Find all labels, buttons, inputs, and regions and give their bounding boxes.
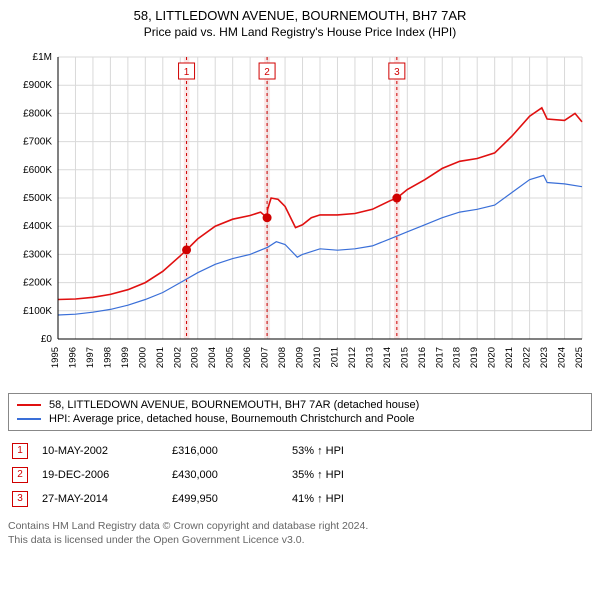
x-tick-label: 2003 bbox=[190, 347, 201, 368]
event-dot bbox=[182, 245, 191, 254]
event-row-marker: 1 bbox=[12, 443, 28, 459]
event-row: 2 19-DEC-2006£430,00035% ↑ HPI bbox=[8, 463, 592, 487]
event-row-price: £499,950 bbox=[172, 493, 292, 505]
x-tick-label: 2009 bbox=[295, 347, 306, 368]
x-tick-label: 2000 bbox=[137, 347, 148, 368]
y-tick-label: £300K bbox=[23, 249, 52, 260]
event-row-marker: 2 bbox=[12, 467, 28, 483]
event-row-price: £316,000 bbox=[172, 445, 292, 457]
event-row-date: 27-MAY-2014 bbox=[42, 493, 172, 505]
y-tick-label: £400K bbox=[23, 221, 52, 232]
y-tick-label: £1M bbox=[33, 52, 52, 63]
x-tick-label: 2013 bbox=[364, 347, 375, 368]
footer-attribution: Contains HM Land Registry data © Crown c… bbox=[8, 519, 592, 547]
y-tick-label: £200K bbox=[23, 278, 52, 289]
x-tick-label: 2023 bbox=[539, 347, 550, 368]
event-row-pct: 53% ↑ HPI bbox=[292, 445, 432, 457]
x-tick-label: 2008 bbox=[277, 347, 288, 368]
footer-line-2: This data is licensed under the Open Gov… bbox=[8, 533, 592, 547]
x-tick-label: 2022 bbox=[522, 347, 533, 368]
event-marker-num: 3 bbox=[394, 67, 400, 78]
y-tick-label: £900K bbox=[23, 80, 52, 91]
event-row-price: £430,000 bbox=[172, 469, 292, 481]
legend: 58, LITTLEDOWN AVENUE, BOURNEMOUTH, BH7 … bbox=[8, 393, 592, 431]
x-tick-label: 2019 bbox=[469, 347, 480, 368]
y-tick-label: £100K bbox=[23, 306, 52, 317]
x-tick-label: 2011 bbox=[329, 347, 340, 367]
x-tick-label: 2024 bbox=[557, 347, 568, 368]
x-tick-label: 2017 bbox=[434, 347, 445, 368]
x-tick-label: 2007 bbox=[260, 347, 271, 368]
legend-item: HPI: Average price, detached house, Bour… bbox=[17, 412, 583, 426]
x-tick-label: 1996 bbox=[67, 347, 78, 368]
legend-swatch bbox=[17, 404, 41, 406]
legend-label: HPI: Average price, detached house, Bour… bbox=[49, 413, 414, 425]
event-marker-num: 2 bbox=[264, 67, 270, 78]
price-chart: £0 £100K £200K £300K £400K £500K £600K £700K £80… bbox=[8, 47, 592, 387]
y-tick-label: £0 bbox=[41, 334, 53, 345]
x-tick-label: 2006 bbox=[242, 347, 253, 368]
legend-label: 58, LITTLEDOWN AVENUE, BOURNEMOUTH, BH7 … bbox=[49, 399, 419, 411]
y-tick-label: £600K bbox=[23, 165, 52, 176]
x-tick-label: 1995 bbox=[50, 347, 61, 368]
event-row-pct: 41% ↑ HPI bbox=[292, 493, 432, 505]
x-tick-label: 2012 bbox=[347, 347, 358, 368]
footer-line-1: Contains HM Land Registry data © Crown c… bbox=[8, 519, 592, 533]
x-tick-label: 2015 bbox=[399, 347, 410, 368]
events-table: 1 10-MAY-2002£316,00053% ↑ HPI 2 19-DEC-200… bbox=[8, 439, 592, 511]
event-row-marker: 3 bbox=[12, 491, 28, 507]
y-tick-label: £700K bbox=[23, 137, 52, 148]
y-tick-label: £500K bbox=[23, 193, 52, 204]
x-tick-label: 1998 bbox=[102, 347, 113, 368]
event-row: 1 10-MAY-2002£316,00053% ↑ HPI bbox=[8, 439, 592, 463]
x-tick-label: 2001 bbox=[155, 347, 166, 368]
event-row: 3 27-MAY-2014£499,95041% ↑ HPI bbox=[8, 487, 592, 511]
x-tick-label: 2010 bbox=[312, 347, 323, 368]
x-tick-label: 2016 bbox=[417, 347, 428, 368]
event-marker-num: 1 bbox=[184, 67, 190, 78]
y-tick-label: £800K bbox=[23, 108, 52, 119]
x-tick-label: 2025 bbox=[574, 347, 585, 368]
event-dot bbox=[392, 194, 401, 203]
x-tick-label: 2021 bbox=[504, 347, 515, 368]
legend-swatch bbox=[17, 418, 41, 420]
chart-subtitle: Price paid vs. HM Land Registry's House … bbox=[8, 25, 592, 39]
chart-title: 58, LITTLEDOWN AVENUE, BOURNEMOUTH, BH7 … bbox=[8, 8, 592, 23]
x-tick-label: 2020 bbox=[487, 347, 498, 368]
event-row-date: 19-DEC-2006 bbox=[42, 469, 172, 481]
x-tick-label: 2018 bbox=[452, 347, 463, 368]
x-tick-label: 2005 bbox=[225, 347, 236, 368]
x-tick-label: 2004 bbox=[207, 347, 218, 368]
x-tick-label: 1997 bbox=[85, 347, 96, 368]
event-dot bbox=[263, 213, 272, 222]
event-row-pct: 35% ↑ HPI bbox=[292, 469, 432, 481]
x-tick-label: 1999 bbox=[120, 347, 131, 368]
event-row-date: 10-MAY-2002 bbox=[42, 445, 172, 457]
legend-item: 58, LITTLEDOWN AVENUE, BOURNEMOUTH, BH7 … bbox=[17, 398, 583, 412]
chart-container: £0 £100K £200K £300K £400K £500K £600K £700K £80… bbox=[8, 47, 592, 387]
x-tick-label: 2002 bbox=[172, 347, 183, 368]
x-tick-label: 2014 bbox=[382, 347, 393, 368]
